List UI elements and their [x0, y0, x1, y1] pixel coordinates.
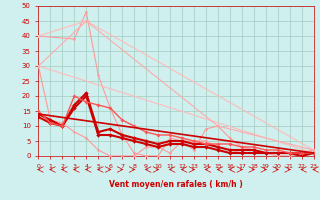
X-axis label: Vent moyen/en rafales ( km/h ): Vent moyen/en rafales ( km/h ) [109, 180, 243, 189]
